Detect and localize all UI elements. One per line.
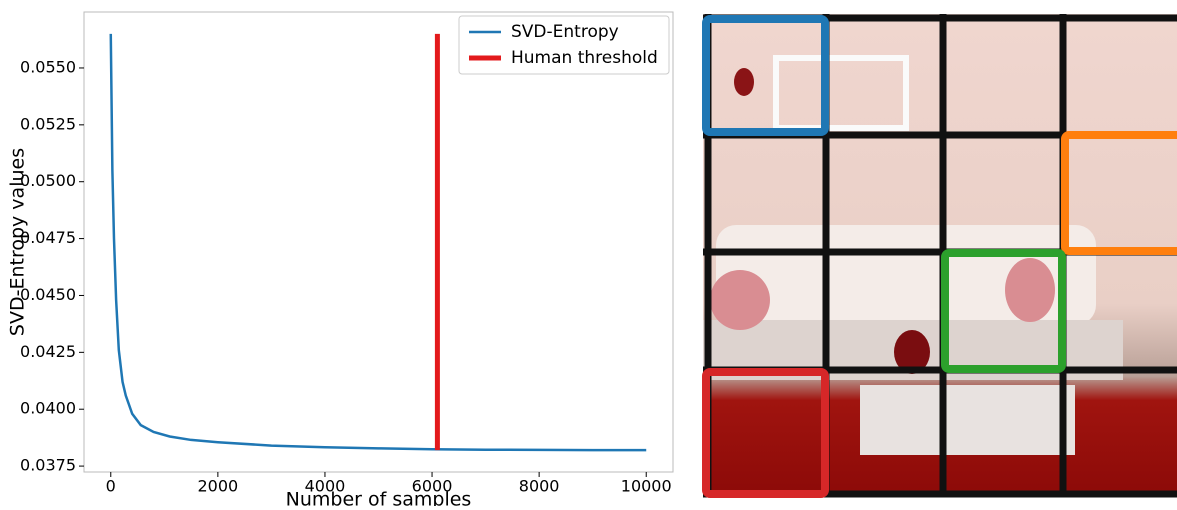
y-tick-label: 0.0550	[20, 57, 76, 76]
y-tick-label: 0.0400	[20, 399, 76, 418]
y-tick-label: 0.0525	[20, 114, 76, 133]
x-tick-label: 0	[106, 477, 116, 496]
x-tick-label: 6000	[412, 477, 453, 496]
y-tick-label: 0.0475	[20, 228, 76, 247]
y-tick-label: 0.0450	[20, 285, 76, 304]
x-tick-label: 4000	[305, 477, 346, 496]
y-tick-label: 0.0425	[20, 342, 76, 361]
x-axis-label: Number of samples	[286, 489, 472, 507]
y-axis-label: SVD-Entropy values	[7, 148, 29, 336]
room-photo	[702, 14, 1177, 498]
x-tick-label: 2000	[198, 477, 239, 496]
y-tick-label: 0.0500	[20, 171, 76, 190]
x-tick-label: 10000	[621, 477, 672, 496]
legend-box	[458, 15, 670, 75]
series-line	[109, 33, 647, 452]
legend-label: SVD-Entropy	[511, 22, 619, 42]
x-tick-label: 8000	[519, 477, 560, 496]
legend-label: Human threshold	[511, 48, 658, 68]
y-tick-label: 0.0375	[20, 456, 76, 475]
legend: SVD-Entropy Human threshold	[458, 15, 670, 75]
plot-frame	[83, 11, 674, 473]
